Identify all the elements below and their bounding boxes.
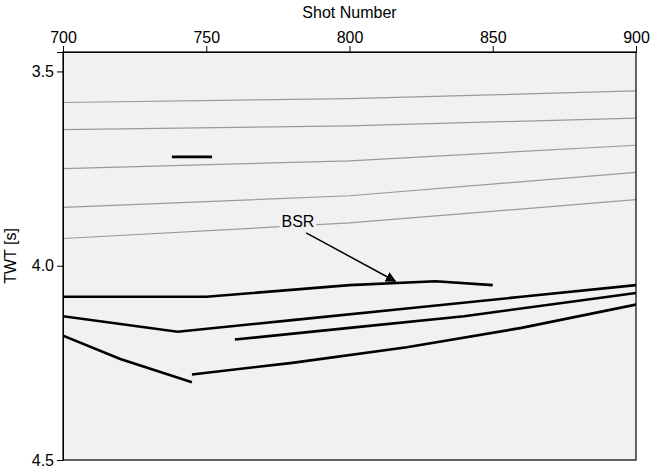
y-axis-line <box>57 53 64 461</box>
y-tick: 3.5 <box>32 63 63 80</box>
reflector <box>63 281 493 297</box>
annotation-arrow <box>306 233 395 281</box>
annotation-patch <box>279 212 316 231</box>
x-tick-label: 900 <box>623 29 650 46</box>
reflector <box>172 156 212 159</box>
x-tick-mark <box>63 46 64 52</box>
x-tick: 700 <box>50 29 77 52</box>
y-tick-mark <box>57 71 63 72</box>
x-tick-label: 800 <box>337 29 364 46</box>
x-axis: 700 750 800 850 900 <box>50 29 650 53</box>
plot-frame <box>63 52 636 460</box>
reflector <box>63 91 636 103</box>
x-tick-label: 750 <box>193 29 220 46</box>
y-tick-mark <box>57 460 63 461</box>
y-tick-label: 4.0 <box>32 257 54 274</box>
x-tick: 800 <box>337 29 364 52</box>
x-tick-mark <box>350 46 351 52</box>
reflector <box>63 336 192 383</box>
x-tick-label: 700 <box>50 29 77 46</box>
reflector <box>235 293 636 340</box>
x-tick: 750 <box>193 29 220 52</box>
x-tick-mark <box>493 46 494 52</box>
y-axis-title: TWT [s] <box>2 228 19 284</box>
x-axis-title: Shot Number <box>302 4 397 21</box>
y-tick: 4.0 <box>32 257 63 274</box>
x-tick: 850 <box>480 29 507 52</box>
reflector <box>63 118 636 130</box>
x-tick-mark <box>206 46 207 52</box>
y-tick-mark <box>57 266 63 267</box>
reflector <box>63 285 636 332</box>
plot: 700 750 800 850 900 3.5 4.0 4.5 BSR <box>32 29 650 468</box>
plot-background <box>63 52 636 460</box>
reflector <box>63 145 636 168</box>
x-tick: 900 <box>623 29 650 52</box>
y-tick: 4.5 <box>32 452 63 468</box>
reflector <box>63 200 636 239</box>
reflectors <box>63 91 636 382</box>
reflector <box>192 305 636 375</box>
annotation-label: BSR <box>281 213 314 230</box>
reflector <box>63 172 636 207</box>
y-tick-label: 4.5 <box>32 452 54 468</box>
y-tick-label: 3.5 <box>32 63 54 80</box>
x-axis-line <box>64 46 637 53</box>
chart: 700 750 800 850 900 3.5 4.0 4.5 BSR Shot Number TW… <box>0 0 650 468</box>
x-tick-label: 850 <box>480 29 507 46</box>
y-axis: 3.5 4.0 4.5 <box>32 53 64 468</box>
x-tick-mark <box>636 46 637 52</box>
